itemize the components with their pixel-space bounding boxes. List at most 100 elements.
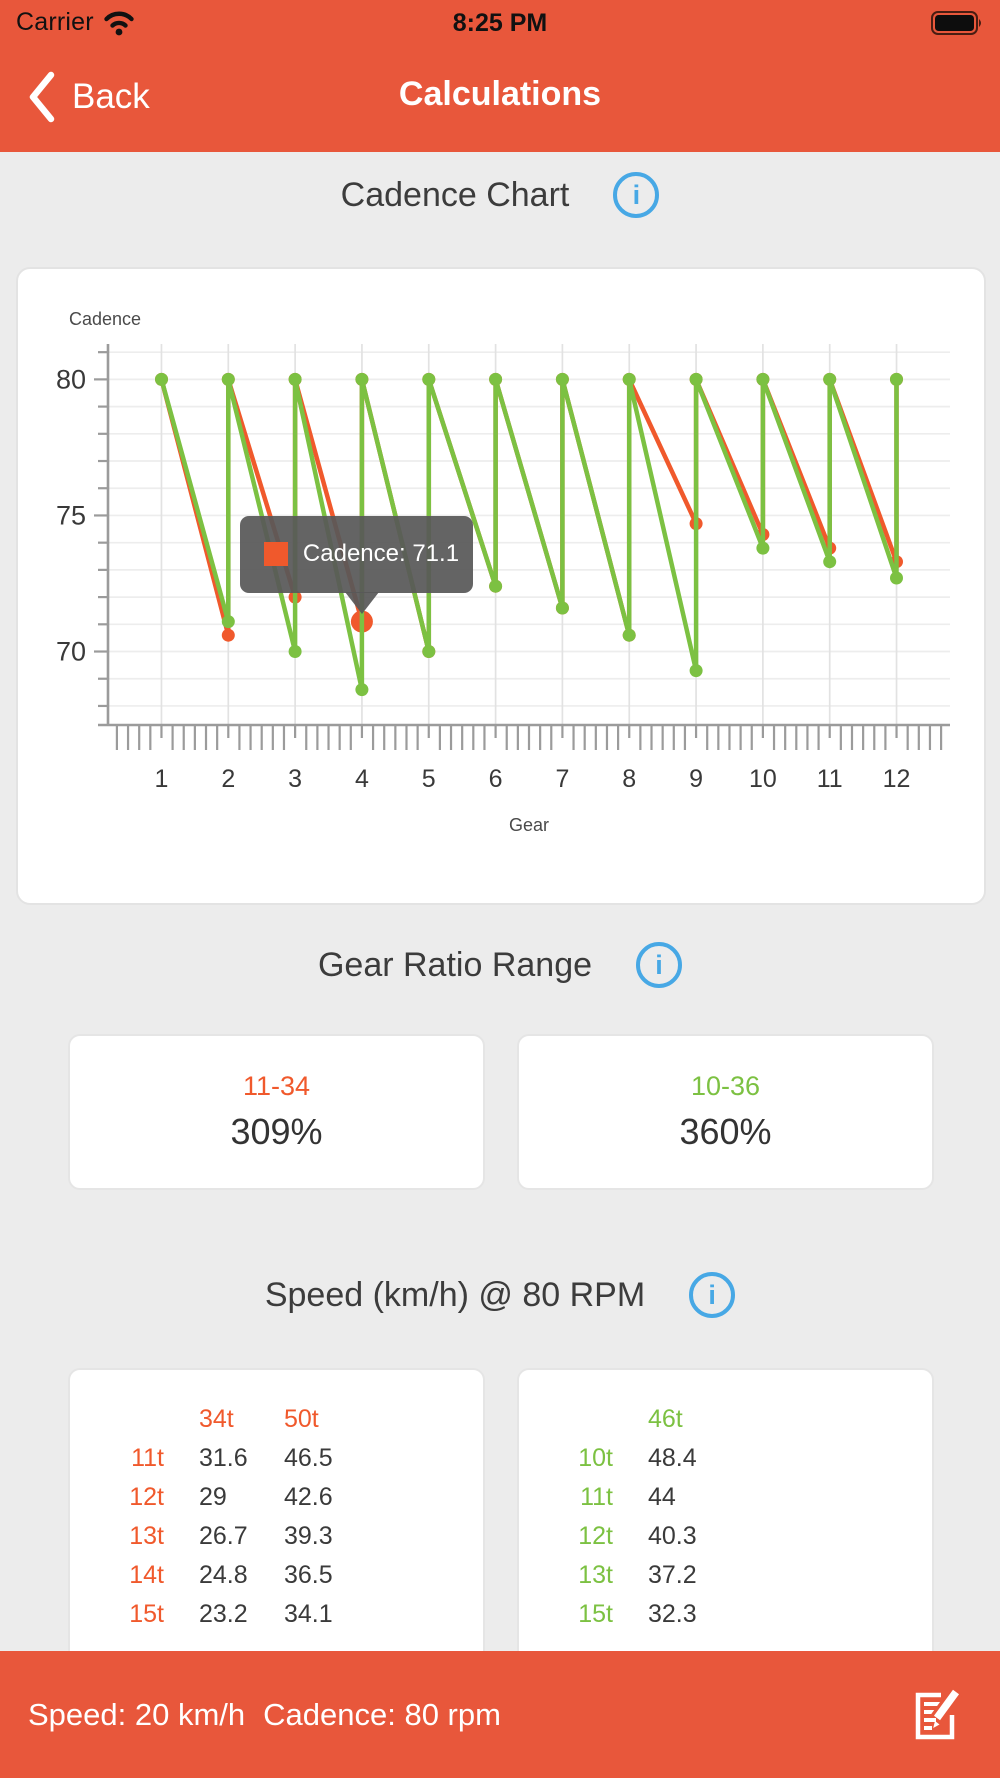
edit-settings-button[interactable] [908,1683,964,1745]
data-point[interactable] [422,372,436,386]
data-point[interactable] [689,664,703,678]
ratio-card-11-34: 11-34 309% [68,1034,485,1190]
speed-title: Speed (km/h) @ 80 RPM [264,1275,646,1314]
data-point[interactable] [489,579,503,593]
speed-info-icon[interactable]: i [689,1272,736,1318]
svg-text:4: 4 [355,765,369,793]
data-point[interactable] [622,628,636,642]
wifi-icon [104,11,134,35]
speed-setting: Speed: 20 km/h [28,1697,246,1732]
svg-text:3: 3 [288,765,302,793]
speed-table-34-50: 34t 50t 11t 31.6 46.5 12t 29 42.6 13t 26.7 39.3 14t… [70,1400,334,1634]
data-point[interactable] [422,645,436,658]
speed-value: 36.5 [284,1561,333,1589]
back-button[interactable]: Back [28,71,150,123]
data-point[interactable] [756,372,770,386]
data-point[interactable] [756,541,770,555]
nav-bar: Back Calculations [0,45,1000,152]
speed-value: 29 [199,1483,227,1511]
cassette-label: 10-36 [690,1071,761,1101]
speed-table-card-left: 34t 50t 11t 31.6 46.5 12t 29 42.6 13t 26.7 39.3 14t… [68,1368,485,1668]
cog-label: 15t [578,1600,613,1628]
data-point[interactable] [288,372,302,386]
cog-label: 11t [580,1483,613,1511]
speed-value: 44 [648,1483,676,1511]
tooltip-series-swatch [263,542,288,567]
data-point[interactable] [221,615,235,629]
chart-tooltip: Cadence: 71.1 [239,515,473,593]
svg-text:75: 75 [56,500,86,530]
carrier-label: Carrier [16,8,94,36]
cadence-chart-info-icon[interactable]: i [613,172,660,218]
data-point[interactable] [890,372,903,386]
data-point[interactable] [622,372,636,386]
data-point[interactable] [689,372,703,386]
speed-value: 39.3 [284,1522,333,1550]
speed-value: 34.1 [284,1600,333,1628]
speed-value: 24.8 [199,1561,248,1589]
data-point[interactable] [355,683,369,697]
bottom-bar: Speed: 20 km/h Cadence: 80 rpm [0,1651,1000,1778]
data-point[interactable] [489,372,503,386]
svg-text:Cadence: Cadence [69,309,141,329]
svg-text:80: 80 [56,364,86,394]
svg-text:11: 11 [817,765,843,793]
speed-header: Speed (km/h) @ 80 RPM i [0,1272,1000,1318]
cog-label: 12t [129,1483,164,1511]
speed-value: 48.4 [648,1444,697,1472]
svg-text:10: 10 [749,765,777,793]
gear-ratio-header: Gear Ratio Range i [0,942,1000,988]
table-row: 11t 31.6 46.5 [70,1439,334,1478]
cog-label: 10t [578,1444,613,1472]
cog-label: 15t [129,1600,164,1628]
data-point[interactable] [355,372,369,386]
data-point[interactable] [555,372,569,386]
chevron-left-icon [29,71,55,123]
data-point[interactable] [221,372,235,386]
chainring-header: 34t [199,1405,234,1433]
table-row: 12t 40.3 [519,1517,698,1556]
table-row: 10t 48.4 [519,1439,698,1478]
clock: 8:25 PM [452,9,548,37]
cadence-chart-card: 70 75 80 1 2 3 4 5 6 7 8 9 10 11 12 Cadence Gear Cadence… [16,267,986,905]
table-row: 15t 23.2 34.1 [70,1595,334,1634]
cog-label: 13t [129,1522,164,1550]
data-point[interactable] [823,372,837,386]
speed-value: 40.3 [648,1522,697,1550]
cadence-chart-title: Cadence Chart [340,175,570,214]
data-point[interactable] [155,372,168,386]
data-point[interactable] [288,645,302,658]
status-bar: Carrier 8:25 PM [0,0,1000,45]
svg-text:8: 8 [622,765,636,793]
speed-table-46: 46t 10t 48.4 11t 44 12t 40.3 13t 37.2 15t 32.3 [519,1400,698,1634]
table-header-row: 46t [519,1400,698,1439]
data-point[interactable] [890,571,903,585]
svg-text:6: 6 [489,765,503,793]
svg-text:1: 1 [155,765,169,793]
cog-label: 12t [578,1522,613,1550]
svg-text:9: 9 [689,765,703,793]
svg-text:5: 5 [422,765,436,793]
svg-text:2: 2 [221,765,235,793]
chainring-header: 50t [284,1405,319,1433]
svg-text:7: 7 [555,765,569,793]
table-header-row: 34t 50t [70,1400,334,1439]
gear-ratio-info-icon[interactable]: i [636,942,683,988]
tooltip-arrow [344,591,379,614]
svg-text:12: 12 [883,765,911,793]
speed-cards: 34t 50t 11t 31.6 46.5 12t 29 42.6 13t 26.7 39.3 14t… [68,1368,934,1668]
data-point[interactable] [555,601,569,615]
current-settings: Speed: 20 km/h Cadence: 80 rpm [28,1697,501,1733]
range-percent: 360% [679,1111,772,1152]
data-point[interactable] [823,555,837,569]
edit-compose-icon [915,1687,962,1740]
speed-value: 37.2 [648,1561,697,1589]
battery-icon [931,11,981,35]
speed-value: 23.2 [199,1600,248,1628]
svg-text:Gear: Gear [509,815,549,835]
data-point[interactable] [221,628,235,642]
speed-value: 42.6 [284,1483,333,1511]
table-row: 12t 29 42.6 [70,1478,334,1517]
back-button-label: Back [72,77,150,116]
